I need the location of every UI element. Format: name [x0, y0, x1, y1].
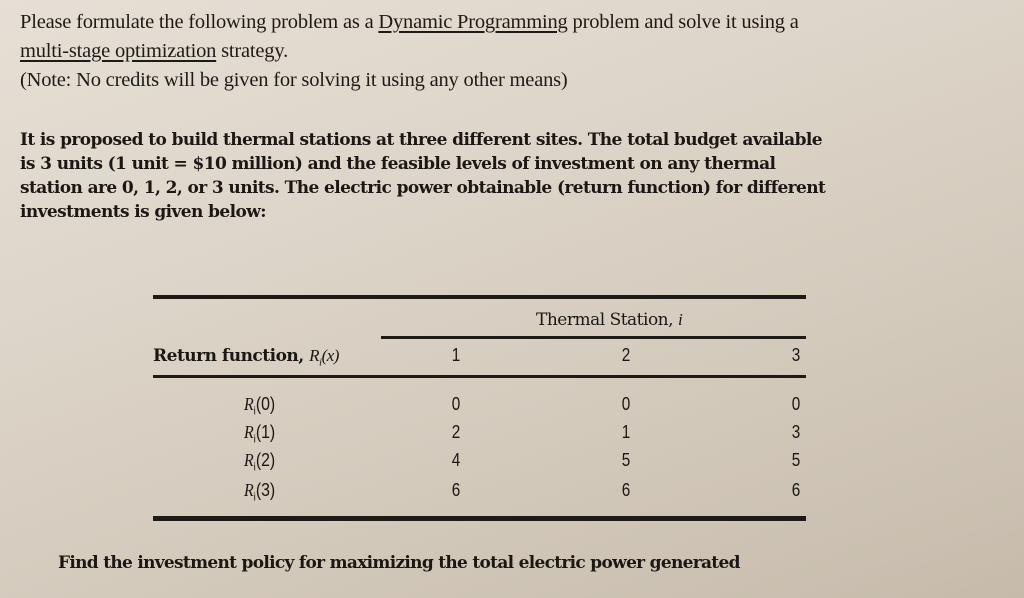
- row-label: Ri(3): [244, 480, 276, 504]
- row-label: Ri(0): [244, 394, 276, 418]
- multi-stage-optimization-term: multi-stage optimization: [20, 40, 217, 62]
- cell-value: 1: [621, 422, 631, 442]
- column-header-station-3: 3: [791, 345, 801, 365]
- problem-line: It is proposed to build thermal stations…: [20, 130, 823, 150]
- problem-line: is 3 units (1 unit = $10 million) and th…: [20, 154, 776, 174]
- header-rule: [153, 375, 806, 378]
- cell-value: 2: [451, 422, 461, 442]
- row-label: Ri(2): [244, 450, 276, 474]
- table-bottom-rule: [153, 516, 806, 521]
- question-text: Find the investment policy for maximizin…: [58, 553, 740, 573]
- problem-line: investments is given below:: [20, 202, 267, 222]
- dynamic-programming-term: Dynamic Programming: [378, 11, 568, 33]
- cell-value: 4: [451, 450, 461, 470]
- column-header-station-2: 2: [621, 345, 631, 365]
- cell-value: 6: [621, 480, 631, 500]
- instruction-line-2: multi-stage optimization strategy.: [20, 40, 288, 62]
- instruction-note: (Note: No credits will be given for solv…: [20, 69, 568, 91]
- cell-value: 5: [791, 450, 801, 470]
- cell-value: 0: [621, 394, 631, 414]
- cell-value: 0: [791, 394, 801, 414]
- table-top-rule: [153, 295, 806, 299]
- problem-statement: It is proposed to build thermal stations…: [20, 128, 920, 224]
- cell-value: 3: [791, 422, 801, 442]
- problem-line: station are 0, 1, 2, or 3 units. The ele…: [20, 178, 826, 198]
- column-header-station-1: 1: [451, 345, 461, 365]
- cell-value: 6: [791, 480, 801, 500]
- group-header-rule: [381, 336, 806, 339]
- instruction-line-1: Please formulate the following problem a…: [20, 11, 799, 33]
- cell-value: 0: [451, 394, 461, 414]
- cell-value: 6: [451, 480, 461, 500]
- instructions: Please formulate the following problem a…: [20, 8, 1010, 95]
- row-label: Ri(1): [244, 422, 276, 446]
- cell-value: 5: [621, 450, 631, 470]
- group-header-thermal-station: Thermal Station, i: [536, 310, 683, 330]
- row-header-return-function: Return function, Ri(x): [153, 346, 339, 369]
